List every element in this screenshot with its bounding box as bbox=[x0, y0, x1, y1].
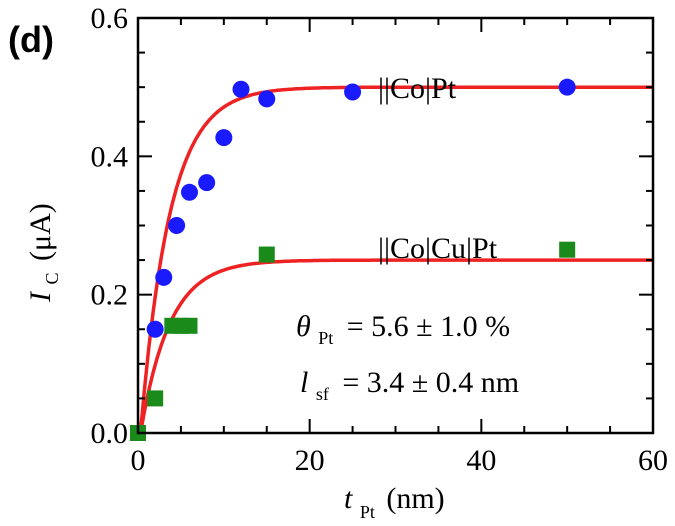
x-axis-unit: (nm) bbox=[386, 482, 444, 515]
theta-subscript: Pt bbox=[318, 328, 333, 348]
axis-ticks bbox=[137, 17, 654, 434]
data-point-circle bbox=[181, 183, 198, 201]
y-axis-symbol: I bbox=[24, 290, 57, 303]
data-point-square bbox=[559, 241, 576, 258]
x-tick-label: 0 bbox=[131, 444, 146, 477]
x-tick-label: 40 bbox=[466, 444, 496, 477]
x-axis-symbol: t bbox=[344, 482, 353, 515]
y-tick-labels: 0.0 0.2 0.4 0.6 bbox=[91, 2, 129, 450]
x-tick-label: 60 bbox=[638, 444, 668, 477]
theta-annotation: θ Pt = 5.6 ± 1.0 % bbox=[296, 310, 510, 351]
data-point-circle bbox=[344, 83, 362, 101]
y-tick-label: 0.6 bbox=[91, 2, 129, 35]
data-point-circle bbox=[258, 90, 276, 108]
data-point-square bbox=[181, 317, 198, 334]
data-point-circle bbox=[232, 80, 250, 98]
data-point-square bbox=[258, 246, 275, 263]
theta-symbol: θ bbox=[296, 310, 311, 343]
x-tick-label: 20 bbox=[295, 444, 325, 477]
data-point-circle bbox=[558, 78, 576, 96]
x-axis-subscript: Pt bbox=[360, 502, 375, 522]
series-label-co-pt: ||Co|Pt bbox=[378, 72, 457, 105]
data-point-circle bbox=[168, 217, 186, 234]
data-markers bbox=[130, 78, 576, 441]
y-axis-title: I C (μA) bbox=[24, 203, 65, 303]
x-tick-labels: 0 20 40 60 bbox=[131, 444, 669, 477]
data-point-square bbox=[147, 390, 164, 407]
data-point-circle bbox=[155, 268, 173, 286]
data-point-circle bbox=[215, 129, 233, 147]
series-label-co-cu-pt: ||Co|Cu|Pt bbox=[378, 232, 498, 265]
fit-curve bbox=[138, 258, 653, 435]
y-tick-label: 0.0 bbox=[91, 417, 129, 450]
y-axis-subscript: C bbox=[42, 272, 62, 284]
l-subscript: sf bbox=[316, 384, 329, 404]
l-annotation: l sf = 3.4 ± 0.4 nm bbox=[300, 366, 519, 407]
l-symbol: l bbox=[300, 366, 308, 399]
x-axis-title: t Pt (nm) bbox=[344, 482, 445, 525]
y-tick-label: 0.4 bbox=[91, 140, 129, 173]
theta-value: = 5.6 ± 1.0 % bbox=[347, 310, 510, 343]
data-point-circle bbox=[146, 320, 164, 338]
y-tick-label: 0.2 bbox=[91, 279, 129, 312]
l-value: = 3.4 ± 0.4 nm bbox=[342, 366, 519, 399]
panel-label: (d) bbox=[8, 19, 54, 60]
y-axis-unit: (μA) bbox=[24, 203, 57, 261]
data-point-circle bbox=[198, 174, 216, 192]
